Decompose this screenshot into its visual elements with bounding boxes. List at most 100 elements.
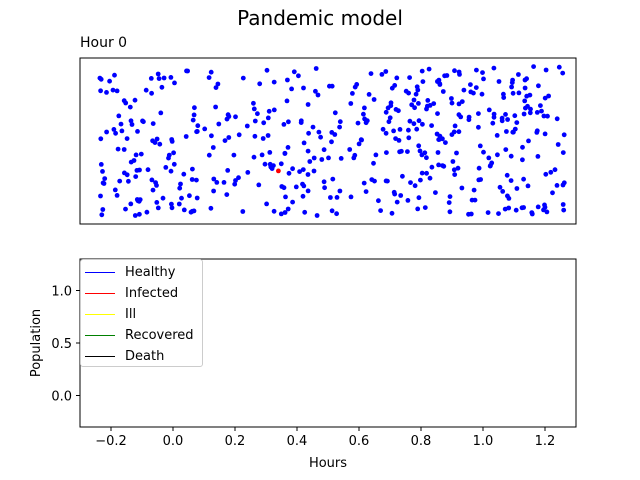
scatter-point (326, 155, 331, 161)
scatter-point (163, 165, 169, 170)
scatter-point (100, 169, 105, 174)
x-tick-label: 0.8 (411, 434, 432, 449)
scatter-point (264, 201, 269, 207)
scatter-point (112, 187, 118, 193)
scatter-point (545, 113, 550, 119)
scatter-point (435, 111, 440, 116)
scatter-point (419, 68, 425, 74)
scatter-point (411, 121, 417, 127)
scatter-point (352, 84, 358, 90)
scatter-point (491, 111, 497, 117)
x-tick-label: 0.2 (225, 434, 246, 449)
scatter-point (456, 101, 462, 107)
scatter-point (289, 86, 294, 92)
x-tick-label: 1.0 (473, 434, 494, 449)
scatter-point (99, 212, 105, 218)
scatter-point (420, 121, 425, 127)
scatter-point (121, 147, 127, 152)
x-tick-label: 0.4 (287, 434, 308, 449)
scatter-point (319, 157, 325, 162)
scatter-point (416, 195, 422, 201)
scatter-point (368, 71, 374, 76)
scatter-point (490, 120, 496, 126)
scatter-point (210, 145, 216, 150)
scatter-point (179, 195, 184, 201)
x-axis-ticks: −0.2 0.0 0.2 0.4 0.6 0.8 1.0 1.2 (95, 427, 555, 449)
scatter-point (321, 147, 327, 153)
scatter-point (560, 150, 566, 156)
scatter-point (455, 165, 461, 171)
scatter-point (145, 167, 151, 173)
scatter-point (245, 170, 251, 175)
scatter-point (525, 183, 531, 189)
scatter-point (337, 124, 342, 130)
scatter-point (190, 166, 195, 172)
scatter-point (209, 133, 214, 139)
scatter-point (486, 107, 492, 113)
scatter-point (232, 181, 238, 187)
scatter-point (552, 167, 558, 173)
scatter-point (181, 171, 187, 177)
scatter-point (266, 108, 272, 114)
scatter-point (376, 198, 381, 204)
scatter-point (278, 211, 284, 217)
scatter-point (506, 205, 512, 211)
scatter-point (177, 185, 183, 191)
scatter-point (158, 110, 164, 116)
scatter-point (328, 195, 333, 200)
scatter-point (123, 206, 128, 212)
scatter-point (542, 131, 548, 137)
scatter-point (187, 193, 192, 199)
scatter-point (233, 114, 238, 120)
scatter-point (496, 211, 501, 217)
scatter-point (412, 183, 418, 189)
scatter-point (476, 177, 482, 183)
scatter-point (442, 73, 447, 79)
scatter-point (256, 182, 262, 188)
scatter-point (426, 66, 432, 72)
scatter-point (447, 209, 453, 215)
scatter-point (384, 150, 389, 156)
scatter-point (116, 113, 122, 119)
legend-label: Ill (125, 306, 137, 322)
scatter-point (385, 178, 390, 184)
y-axis-ticks: 0.0 0.5 1.0 (51, 285, 80, 405)
scatter-point (522, 98, 528, 104)
scatter-point (149, 177, 155, 183)
scatter-point (125, 178, 131, 184)
legend-item: Death (85, 347, 164, 365)
scatter-point (474, 67, 479, 73)
scatter-point (155, 71, 161, 77)
scatter-point (104, 90, 109, 95)
legend: Healthy Infected Ill Recovered Death (80, 259, 203, 367)
scatter-point (329, 208, 335, 214)
scatter-point (285, 206, 291, 212)
scatter-point (481, 76, 486, 82)
scatter-point (159, 84, 165, 90)
scatter-point (327, 83, 332, 89)
scatter-point (191, 208, 197, 214)
scatter-point (361, 180, 367, 186)
scatter-point (213, 104, 219, 110)
scatter-point (389, 210, 395, 216)
scatter-point (471, 187, 477, 193)
scatter-point (149, 90, 155, 96)
scatter-point (371, 160, 376, 166)
scatter-point (171, 150, 177, 156)
scatter-point (216, 121, 222, 127)
scatter-point (252, 133, 258, 139)
scatter-point (118, 121, 124, 127)
scatter-point (98, 193, 103, 199)
scatter-point (452, 123, 458, 129)
scatter-point (527, 110, 533, 116)
scatter-point (436, 77, 442, 83)
scatter-point (128, 201, 134, 207)
scatter-point (257, 81, 263, 87)
scatter-point-infected (276, 168, 281, 174)
scatter-point (543, 171, 549, 177)
scatter-point (231, 152, 237, 158)
scatter-point (521, 176, 526, 182)
scatter-point (495, 152, 500, 158)
scatter-point (267, 150, 273, 155)
scatter-point (516, 72, 521, 77)
